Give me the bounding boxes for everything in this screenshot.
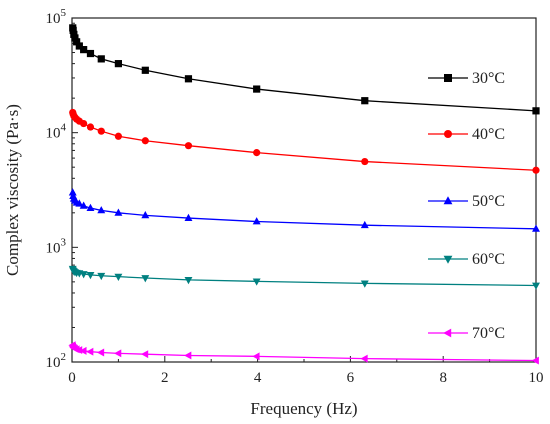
- series-line: [72, 345, 537, 362]
- data-point: [75, 199, 84, 207]
- data-point: [97, 206, 106, 214]
- data-point: [68, 188, 77, 196]
- legend-label: 40°C: [472, 126, 505, 143]
- series-3: [68, 265, 540, 290]
- series-line: [72, 268, 537, 287]
- data-point: [140, 350, 149, 359]
- legend-marker: [443, 255, 453, 264]
- data-point: [114, 349, 122, 358]
- data-point: [79, 346, 87, 355]
- data-point: [97, 272, 106, 281]
- data-point: [86, 49, 95, 58]
- data-point: [79, 271, 88, 279]
- data-point: [184, 277, 193, 285]
- legend-marker: [444, 130, 452, 138]
- x-tick-label: 6: [347, 370, 355, 386]
- data-point: [71, 34, 79, 42]
- x-tick-label: 8: [439, 370, 447, 386]
- data-point: [361, 97, 369, 105]
- data-point: [184, 142, 193, 150]
- legend-item: 40°C: [428, 126, 505, 143]
- data-point: [184, 351, 192, 360]
- y-axis: 102 103 104 105: [46, 7, 78, 371]
- data-point: [86, 347, 94, 356]
- data-point: [184, 75, 193, 83]
- legend-label: 70°C: [472, 325, 505, 342]
- data-point: [532, 107, 540, 115]
- data-point: [86, 272, 95, 280]
- legend-item: 70°C: [428, 325, 505, 342]
- y-axis-title: Complex viscosity (Pa·s): [3, 104, 22, 276]
- data-point: [114, 273, 123, 281]
- data-point: [75, 346, 83, 355]
- x-axis: 0 2 4 6 8 10: [68, 356, 544, 386]
- data-point: [360, 354, 368, 363]
- data-point: [360, 280, 369, 288]
- data-point: [86, 203, 95, 211]
- data-point: [80, 119, 88, 128]
- x-tick-label: 4: [254, 370, 262, 386]
- data-point: [75, 42, 83, 50]
- series-1: [69, 108, 540, 174]
- data-point: [360, 220, 369, 229]
- data-point: [532, 282, 540, 290]
- series-4: [68, 341, 539, 365]
- data-point: [69, 26, 77, 34]
- legend-marker: [443, 196, 453, 205]
- y-tick-label: 103: [46, 236, 67, 256]
- legend-label: 50°C: [472, 193, 505, 210]
- legend-item: 30°C: [428, 70, 505, 87]
- data-point: [79, 201, 88, 209]
- data-point: [80, 46, 88, 54]
- legend-label: 30°C: [472, 70, 505, 87]
- y-tick-label: 102: [46, 351, 67, 371]
- data-point: [531, 356, 539, 365]
- legend: 30°C 40°C 50°C 60°C 70°C: [428, 70, 505, 342]
- data-point: [184, 213, 193, 221]
- series-line: [72, 192, 537, 230]
- y-tick-label: 105: [46, 7, 67, 27]
- data-point: [86, 123, 95, 131]
- data-point: [532, 224, 540, 232]
- data-point: [532, 166, 540, 174]
- data-point: [141, 66, 149, 74]
- x-axis-title: Frequency (Hz): [250, 399, 357, 418]
- legend-marker: [444, 74, 452, 82]
- x-tick-label: 0: [68, 370, 76, 386]
- legend-label: 60°C: [472, 251, 505, 268]
- data-point: [73, 38, 81, 46]
- data-point: [97, 127, 105, 135]
- data-point: [114, 208, 123, 216]
- y-tick-label: 104: [46, 122, 67, 142]
- legend-item: 60°C: [428, 251, 505, 268]
- series-0: [69, 24, 540, 115]
- legend-item: 50°C: [428, 193, 505, 210]
- data-point: [141, 211, 150, 219]
- data-point: [361, 157, 369, 166]
- data-point: [253, 149, 261, 157]
- data-point: [253, 85, 261, 93]
- data-point: [97, 55, 105, 63]
- data-point: [252, 352, 260, 361]
- legend-marker: [443, 328, 452, 338]
- data-point: [96, 348, 105, 357]
- data-point: [252, 278, 261, 286]
- series-2: [68, 188, 540, 232]
- data-point: [252, 217, 261, 225]
- data-point: [114, 60, 122, 68]
- series-layer: [68, 24, 540, 365]
- data-point: [141, 137, 149, 145]
- data-point: [114, 132, 122, 140]
- data-point: [141, 275, 150, 283]
- x-tick-label: 10: [529, 370, 544, 386]
- x-tick-label: 2: [161, 370, 169, 386]
